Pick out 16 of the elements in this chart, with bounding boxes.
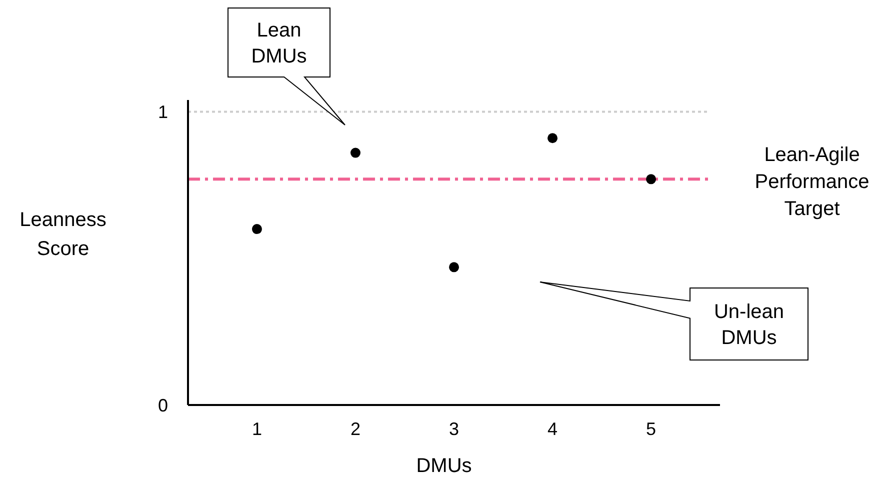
point xyxy=(646,174,656,184)
x-tick-label: 3 xyxy=(448,419,460,439)
point xyxy=(548,133,558,144)
ref-line-label: Lean-Agile Performance Target xyxy=(754,144,870,220)
x-tick-label: 2 xyxy=(350,419,360,439)
x-tick-label: 5 xyxy=(646,419,656,439)
y-tick-label: 0 xyxy=(158,395,168,416)
point xyxy=(252,224,262,234)
point xyxy=(449,262,459,272)
x-tick-label: 1 xyxy=(252,419,262,439)
x-axis-title: DMUs xyxy=(416,455,472,477)
x-tick-label: 4 xyxy=(548,419,558,439)
text: Lean DMUs xyxy=(251,20,307,68)
text: Un-lean DMUs xyxy=(714,301,784,349)
y-axis-title: Leanness Score xyxy=(20,209,106,260)
point xyxy=(350,148,360,158)
